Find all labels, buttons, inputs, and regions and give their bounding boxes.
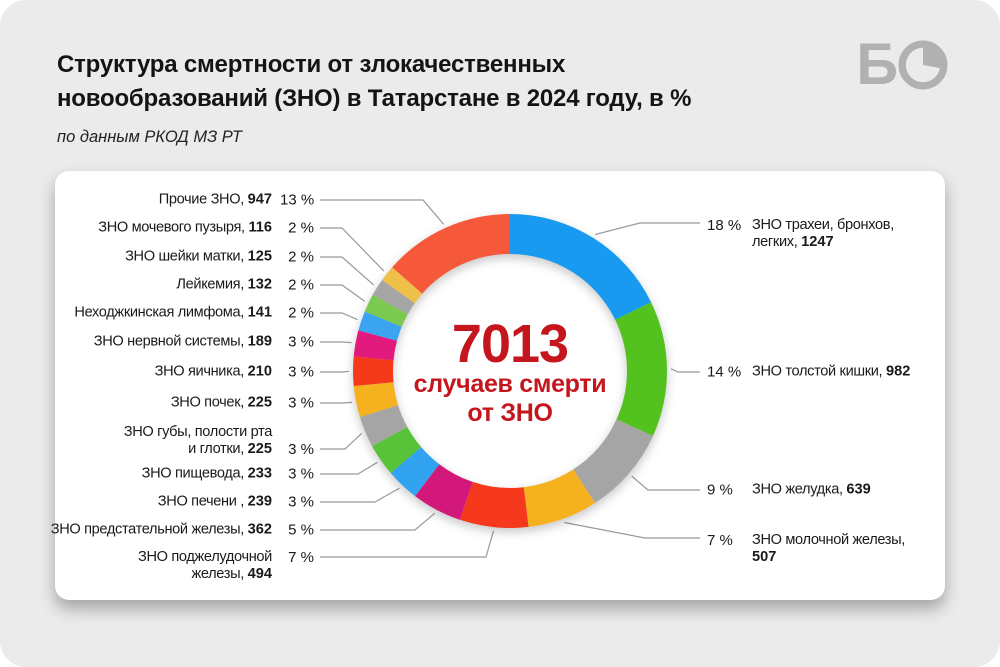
percent-label: 3 % <box>288 363 314 381</box>
title-line-2: новообразований (ЗНО) в Татарстане в 202… <box>57 85 692 112</box>
segment-label: ЗНО молочной железы, 507 <box>752 532 905 565</box>
brand-logo: Б <box>856 32 948 97</box>
chart-label-row: ЗНО мочевого пузыря, 116 2 % <box>98 220 314 237</box>
percent-label: 3 % <box>288 493 314 511</box>
percent-label: 2 % <box>288 219 314 237</box>
segment-label: ЗНО желудка, 639 <box>752 481 871 498</box>
percent-label: 7 % <box>288 549 314 566</box>
total-deaths-value: 7013 <box>451 314 569 374</box>
chart-label-row: ЗНО предстательной железы, 362 5 % <box>51 522 314 539</box>
logo-letter: Б <box>856 32 898 97</box>
segment-label: ЗНО яичника, 210 <box>154 363 272 380</box>
chart-label-row: ЗНО нервной системы, 189 3 % <box>94 334 314 351</box>
segment-label: ЗНО губы, полости рта и глотки, 225 <box>123 424 273 457</box>
segment-label: ЗНО толстой кишки, 982 <box>752 363 911 380</box>
page-title: Структура смертности от злокачественных … <box>57 48 691 116</box>
clock-icon <box>898 40 948 90</box>
segment-label: ЗНО трахеи, бронхов, легких, 1247 <box>752 217 894 250</box>
percent-label: 2 % <box>288 276 314 294</box>
percent-label: 3 % <box>288 333 314 351</box>
chart-label-row: 9 % ЗНО желудка, 639 <box>707 482 871 499</box>
chart-label-row: ЗНО яичника, 210 3 % <box>155 364 314 381</box>
percent-label: 9 % <box>707 481 733 499</box>
segment-label: ЗНО предстательной железы, 362 <box>50 521 272 538</box>
chart-label-row: ЗНО шейки матки, 125 2 % <box>125 249 314 266</box>
percent-label: 3 % <box>288 465 314 483</box>
chart-label-row: Лейкемия, 132 2 % <box>176 277 314 294</box>
percent-label: 18 % <box>707 217 742 234</box>
percent-label: 3 % <box>288 394 314 412</box>
chart-label-row: Прочие ЗНО, 947 13 % <box>158 191 315 209</box>
segment-label: ЗНО шейки матки, 125 <box>125 248 272 265</box>
chart-label-row: ЗНО печени , 239 3 % <box>158 494 314 511</box>
center-label-line1: случаев смерти <box>413 370 607 398</box>
percent-label: 7 % <box>707 532 733 549</box>
chart-label-row: ЗНО почек, 225 3 % <box>171 395 314 412</box>
data-source-note: по данным РКОД МЗ РТ <box>57 128 242 146</box>
segment-label: ЗНО почек, 225 <box>170 394 272 411</box>
segment-label: ЗНО поджелудочной железы, 494 <box>138 549 272 582</box>
chart-label-row: 14 % ЗНО толстой кишки, 982 <box>707 364 910 381</box>
center-label-line2: от ЗНО <box>467 399 553 427</box>
segment-label: Лейкемия, 132 <box>176 276 272 293</box>
segment-label: Прочие ЗНО, 947 <box>158 191 272 208</box>
percent-label: 2 % <box>288 304 314 322</box>
chart-label-row: ЗНО губы, полости рта и глотки, 225 3 % <box>124 424 314 458</box>
segment-label: Неходжкинская лимфома, 141 <box>74 304 272 321</box>
segment-label: ЗНО пищевода, 233 <box>141 465 272 482</box>
percent-label: 2 % <box>288 248 314 266</box>
percent-label: 5 % <box>288 521 314 539</box>
segment-label: ЗНО нервной системы, 189 <box>93 333 272 350</box>
percent-label: 13 % <box>280 191 315 209</box>
chart-label-row: Неходжкинская лимфома, 141 2 % <box>74 305 314 322</box>
chart-label-row: 7 % ЗНО молочной железы, 507 <box>707 532 905 566</box>
percent-label: 3 % <box>288 441 314 458</box>
chart-label-row: ЗНО поджелудочной железы, 494 7 % <box>138 549 314 583</box>
chart-label-row: 18 % ЗНО трахеи, бронхов, легких, 1247 <box>707 217 894 251</box>
percent-label: 14 % <box>707 363 742 381</box>
segment-label: ЗНО мочевого пузыря, 116 <box>98 219 272 236</box>
chart-center-label: 7013 случаев смерти от ЗНО <box>390 314 630 428</box>
title-line-1: Структура смертности от злокачественных <box>57 51 566 78</box>
segment-label: ЗНО печени , 239 <box>157 493 272 510</box>
chart-label-row: ЗНО пищевода, 233 3 % <box>142 466 314 483</box>
